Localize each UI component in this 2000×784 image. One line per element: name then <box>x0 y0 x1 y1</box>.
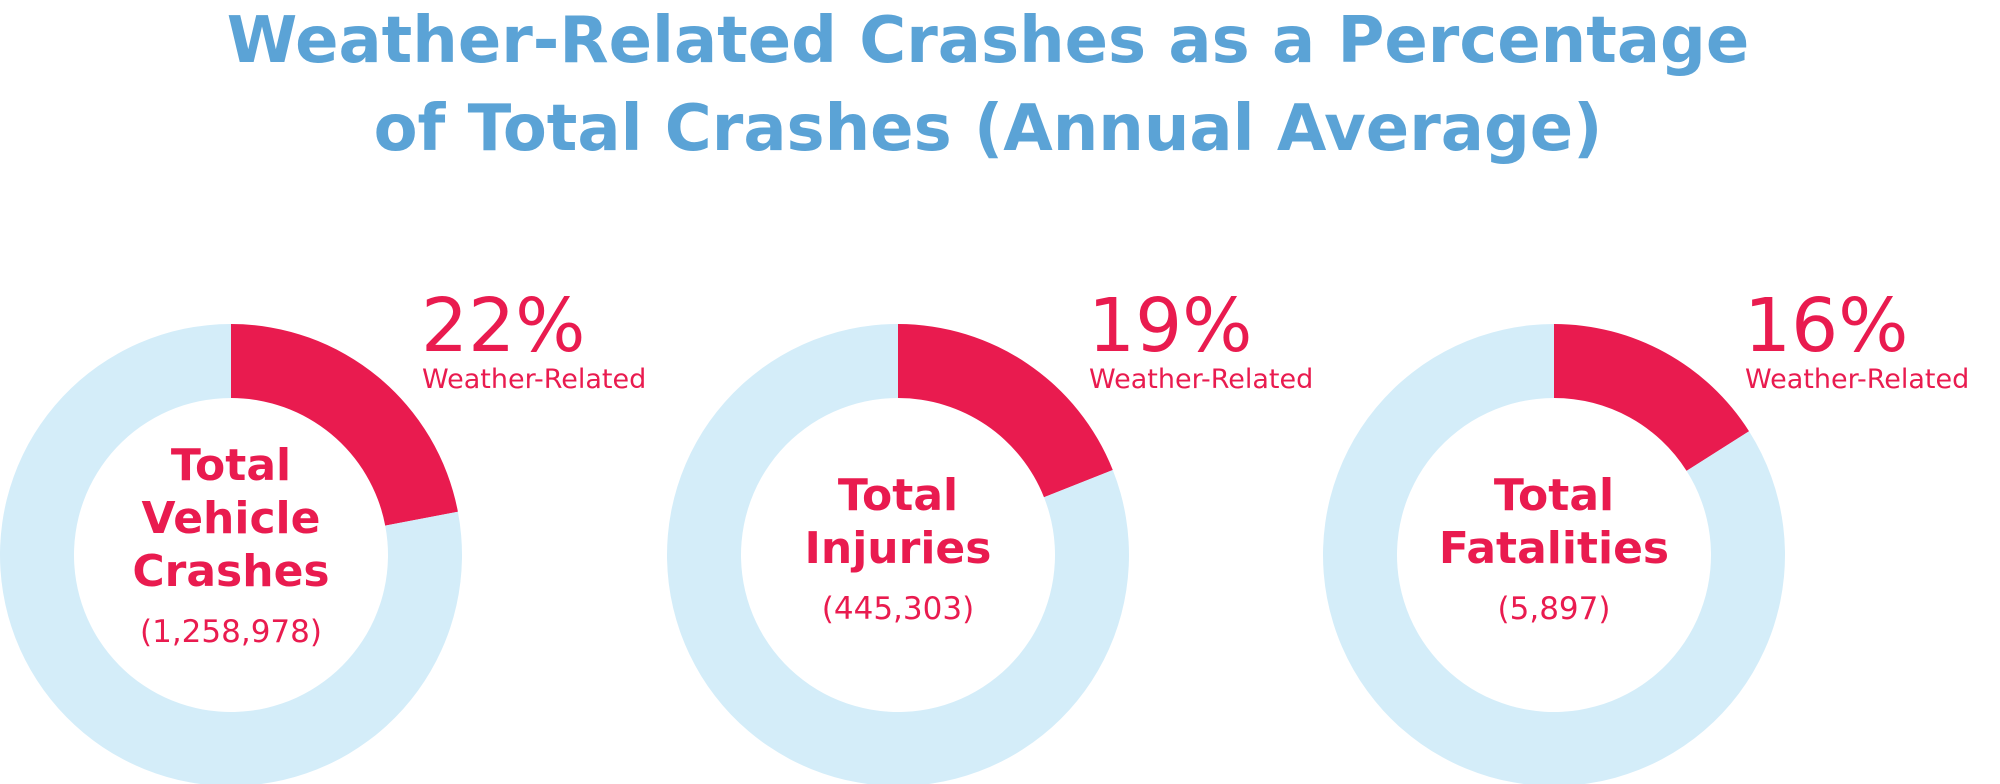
donut-segment <box>1323 324 1785 784</box>
donut-segment <box>898 324 1113 498</box>
center-sublabel: (1,258,978) <box>140 614 322 650</box>
center-sublabel: (445,303) <box>822 591 974 627</box>
center-label: Total Injuries <box>805 470 992 574</box>
category-label: Weather-Related <box>422 364 646 395</box>
center-sublabel: (5,897) <box>1498 591 1611 627</box>
category-label: Weather-Related <box>1745 364 1969 395</box>
center-label: Total Fatalities <box>1439 470 1669 574</box>
percent-label: 19% <box>1088 283 1252 369</box>
percent-label: 16% <box>1744 283 1908 369</box>
donut-segment <box>231 324 458 526</box>
donut-segment <box>0 324 462 784</box>
donut-segment <box>1554 324 1750 471</box>
category-label: Weather-Related <box>1089 364 1313 395</box>
percent-label: 22% <box>421 283 585 369</box>
donut-segment <box>667 324 1129 784</box>
title-line: of Total Crashes (Annual Average) <box>374 92 1603 166</box>
center-label: Total Vehicle Crashes <box>132 440 329 597</box>
title-line: Weather-Related Crashes as a Percentage <box>227 4 1749 78</box>
